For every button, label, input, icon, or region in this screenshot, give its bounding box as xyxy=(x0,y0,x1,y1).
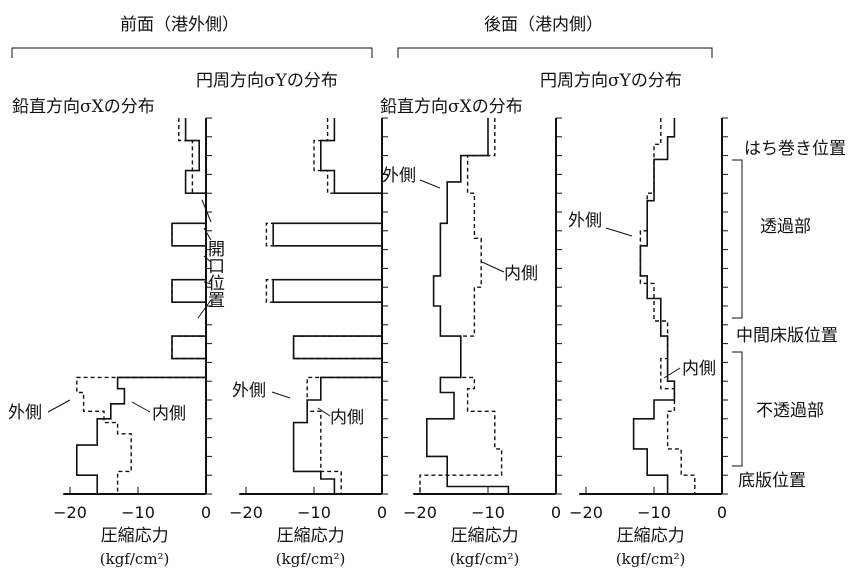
x-tick-label-p4: −10 xyxy=(637,503,671,522)
header-front: 前面（港外側） xyxy=(120,15,239,35)
x-axis-unit-p1: (kgf/cm²) xyxy=(100,550,170,568)
series-outer-p2 xyxy=(272,118,383,494)
position-middle-slab: 中間床版位置 xyxy=(736,326,838,346)
x-axis-label-p1: 圧縮応力 xyxy=(101,526,169,546)
x-tick-label-p4: −20 xyxy=(569,503,603,522)
label-inner-p2: 内側 xyxy=(330,408,364,428)
x-axis-label-p3: 圧縮応力 xyxy=(451,526,519,546)
x-axis-label-p2: 圧縮応力 xyxy=(277,526,345,546)
x-tick-label-p1: −20 xyxy=(53,503,87,522)
leader-outer-p4 xyxy=(605,227,633,237)
position-bottom-slab: 底版位置 xyxy=(738,471,806,491)
leader-outer-p1 xyxy=(47,399,71,413)
x-axis-unit-p3: (kgf/cm²) xyxy=(450,550,520,568)
series-inner-p3 xyxy=(419,118,503,494)
x-tick-label-p1: −10 xyxy=(121,503,155,522)
x-tick-label-p3: −20 xyxy=(403,503,437,522)
x-axis-unit-p2: (kgf/cm²) xyxy=(276,550,346,568)
position-permeable: 透過部 xyxy=(760,217,811,237)
header-back: 後面（港内側） xyxy=(484,15,603,35)
leader-inner-p1 xyxy=(131,401,151,413)
leader-outer-p3 xyxy=(419,179,441,189)
label-outer-p3: 外側 xyxy=(382,166,416,186)
x-tick-label-p1: 0 xyxy=(201,503,211,522)
position-hachimaki: はち巻き位置 xyxy=(744,139,846,159)
position-impermeable: 不透過部 xyxy=(756,401,824,421)
leader-inner-p2 xyxy=(317,407,331,417)
bracket-permeable xyxy=(732,159,743,319)
label-outer-p2: 外側 xyxy=(232,381,266,401)
title-back-circumferential: 円周方向σYの分布 xyxy=(540,71,682,91)
series-inner-p1 xyxy=(76,118,207,494)
x-tick-label-p4: 0 xyxy=(717,503,727,522)
panel-2: −20 −10 0 圧縮応力 (kgf/cm²) xyxy=(229,117,388,568)
label-inner-p4: 内側 xyxy=(682,359,716,379)
title-back-vertical: 鉛直方向σXの分布 xyxy=(380,97,523,117)
x-axis-label-p4: 圧縮応力 xyxy=(617,526,685,546)
leader-inner-p4 xyxy=(663,367,681,379)
label-outer-p4: 外側 xyxy=(568,211,602,231)
label-inner-p3: 内側 xyxy=(504,264,538,284)
bracket-back xyxy=(397,47,713,58)
label-inner-p1: 内側 xyxy=(152,404,186,424)
bracket-impermeable xyxy=(732,351,743,467)
leader-inner-p3 xyxy=(481,261,505,273)
label-outer-p1: 外側 xyxy=(8,403,42,423)
title-front-vertical: 鉛直方向σXの分布 xyxy=(12,97,155,117)
title-front-circumferential: 円周方向σYの分布 xyxy=(196,71,338,91)
x-axis-unit-p4: (kgf/cm²) xyxy=(616,550,686,568)
series-inner-p4 xyxy=(639,118,696,494)
bracket-front xyxy=(11,47,373,58)
panel-1: −20 −10 0 圧縮応力 (kgf/cm²) xyxy=(53,117,212,568)
x-tick-label-p3: −10 xyxy=(471,503,505,522)
x-tick-label-p2: −10 xyxy=(297,503,331,522)
series-inner-p2 xyxy=(265,118,383,494)
x-tick-label-p2: −20 xyxy=(229,503,263,522)
x-tick-label-p3: 0 xyxy=(551,503,561,522)
x-tick-label-p2: 0 xyxy=(377,503,387,522)
leader-outer-p2 xyxy=(271,391,291,399)
panel-4: −20 −10 0 圧縮応力 (kgf/cm²) xyxy=(569,117,728,568)
series-outer-p1 xyxy=(76,118,207,494)
series-outer-p3 xyxy=(426,118,510,494)
label-opening: 開口位置 xyxy=(204,240,225,308)
panels: −20 −10 0 圧縮応力 (kgf/cm²) −20 −10 0 圧縮応力 (kgf/cm²)… xyxy=(53,117,728,568)
panel-3: −20 −10 0 圧縮応力 (kgf/cm²) xyxy=(403,117,562,568)
series-outer-p4 xyxy=(632,118,676,494)
opening-leader-5 xyxy=(197,299,212,319)
